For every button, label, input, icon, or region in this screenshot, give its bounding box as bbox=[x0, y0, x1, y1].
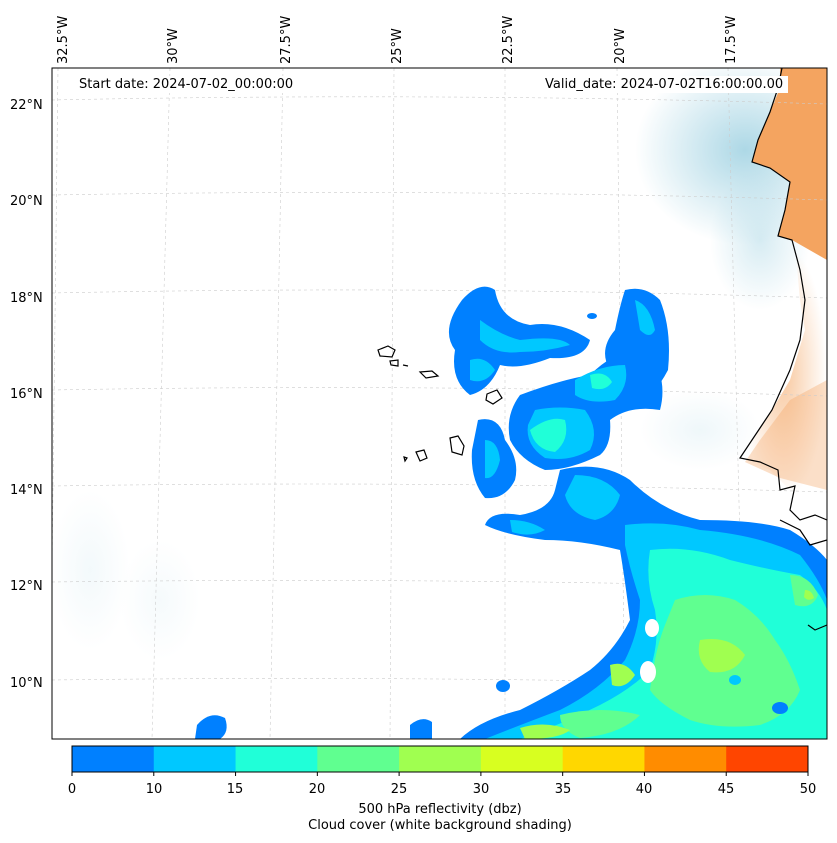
colorbar-segment bbox=[235, 746, 318, 772]
lon-label: 32.5°W bbox=[56, 15, 71, 64]
colorbar-segment bbox=[72, 746, 155, 772]
colorbar-segment bbox=[317, 746, 400, 772]
colorbar-border bbox=[71, 745, 809, 773]
colorbar-segment bbox=[562, 746, 645, 772]
lat-label: 14°N bbox=[10, 483, 43, 498]
colorbar-tick: 20 bbox=[308, 782, 326, 797]
lat-label: 16°N bbox=[10, 387, 43, 402]
lat-label: 22°N bbox=[10, 98, 43, 113]
colorbar-tick: 10 bbox=[145, 782, 163, 797]
lon-label: 30°W bbox=[166, 28, 181, 64]
colorbar-title: 500 hPa reflectivity (dbz) bbox=[358, 802, 522, 817]
lat-label: 18°N bbox=[10, 291, 43, 306]
colorbar-tick: 0 bbox=[67, 782, 77, 797]
colorbar-segment bbox=[399, 746, 482, 772]
colorbar-subtitle: Cloud cover (white background shading) bbox=[308, 818, 572, 833]
colorbar-tick: 30 bbox=[472, 782, 490, 797]
colorbar bbox=[71, 745, 809, 776]
reflectivity-field bbox=[195, 286, 827, 739]
lat-label: 12°N bbox=[10, 579, 43, 594]
land-africa bbox=[740, 68, 827, 500]
valid-date-label: Valid_date: 2024-07-02T16:00:00.00 bbox=[540, 76, 789, 93]
colorbar-tick: 25 bbox=[390, 782, 408, 797]
colorbar-tick: 15 bbox=[226, 782, 244, 797]
colorbar-tick: 45 bbox=[717, 782, 735, 797]
colorbar-segment bbox=[726, 746, 809, 772]
lat-label: 20°N bbox=[10, 194, 43, 209]
lon-label: 17.5°W bbox=[724, 15, 739, 64]
lon-label: 20°W bbox=[613, 28, 628, 64]
colorbar-segment bbox=[644, 746, 727, 772]
lon-label: 27.5°W bbox=[279, 15, 294, 64]
start-date-label: Start date: 2024-07-02_00:00:00 bbox=[74, 76, 299, 93]
colorbar-tick: 40 bbox=[635, 782, 653, 797]
map-frame bbox=[51, 67, 828, 740]
lat-label: 10°N bbox=[10, 676, 43, 691]
colorbar-segment bbox=[480, 746, 564, 772]
colorbar-tick: 50 bbox=[799, 782, 817, 797]
colorbar-tick: 35 bbox=[554, 782, 572, 797]
coastlines bbox=[377, 68, 827, 631]
colorbar-segment bbox=[153, 746, 237, 772]
lon-label: 22.5°W bbox=[501, 15, 516, 64]
lon-label: 25°W bbox=[390, 28, 405, 64]
